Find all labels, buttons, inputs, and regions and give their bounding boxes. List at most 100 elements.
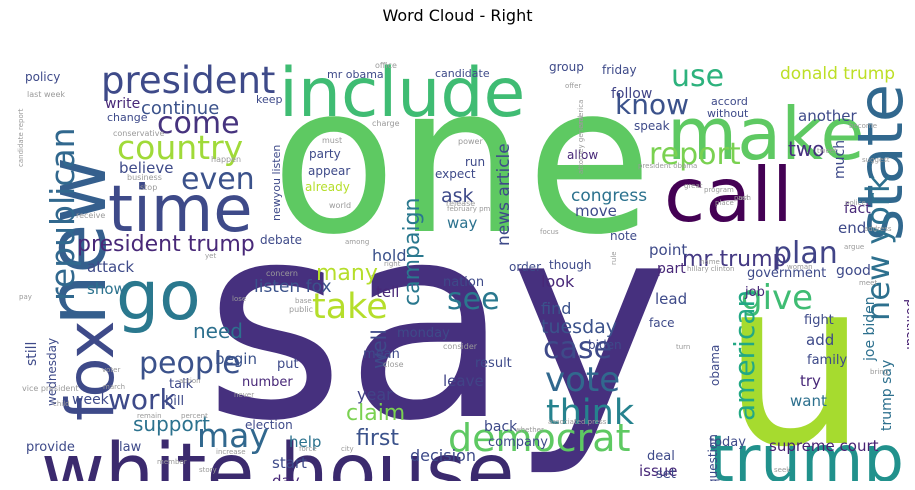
word-associated-press: associated press — [548, 418, 607, 426]
word-receive: receive — [76, 211, 105, 220]
word-candidate: candidate — [435, 67, 490, 80]
word-law: law — [119, 440, 142, 455]
word-lose: lose — [232, 295, 246, 303]
word-new-york: new york — [859, 174, 897, 321]
word-see: see — [447, 282, 500, 317]
word-force: force — [299, 445, 317, 453]
word-trump: trump — [709, 423, 904, 481]
word-mr-obama: mr obama — [327, 68, 384, 81]
word-power: power — [458, 137, 483, 146]
word-take: take — [312, 287, 388, 327]
word-president-obama: president obama — [638, 162, 697, 170]
word-march: march — [103, 383, 125, 391]
word-trump-say: trump say — [879, 360, 895, 431]
word-call: call — [664, 151, 793, 239]
word-supreme-court: supreme court — [769, 437, 879, 455]
word-release: release — [446, 199, 475, 208]
word-yet: yet — [205, 252, 216, 260]
word-think: think — [546, 393, 635, 433]
word-help: help — [289, 433, 321, 451]
word-provide: provide — [26, 440, 75, 455]
chart-title: Word Cloud - Right — [382, 6, 533, 25]
word-city: city — [341, 445, 354, 453]
word-talk: talk — [169, 377, 194, 392]
word-america: america — [577, 100, 585, 128]
word-first: first — [356, 426, 399, 451]
word-close: close — [383, 360, 404, 369]
word-child: child — [53, 400, 70, 408]
word-though: though — [549, 258, 591, 272]
word-listen-fox: listen fox — [254, 277, 332, 297]
word-state: state — [844, 84, 909, 241]
word-add: add — [806, 331, 834, 349]
word-even: even — [181, 162, 255, 197]
word-debate: debate — [260, 233, 302, 247]
word-part: part — [657, 261, 686, 277]
word-political: political — [903, 299, 909, 350]
word-year: year — [357, 385, 393, 404]
word-another: another — [798, 107, 857, 125]
word-woman: woman — [787, 263, 813, 271]
word-pay: pay — [19, 293, 32, 301]
word-business: business — [127, 173, 162, 182]
word-run: run — [465, 155, 485, 169]
word-offer: offer — [565, 82, 581, 90]
word-note: note — [610, 229, 637, 243]
word-place: place — [715, 199, 734, 207]
word-way: way — [447, 214, 477, 232]
word-tuesday: tuesday — [541, 316, 617, 338]
word-number: number — [242, 375, 293, 390]
word-american: american — [728, 290, 761, 421]
word-rule: rule — [610, 251, 618, 265]
word-must: must — [322, 136, 342, 145]
word-end: end — [838, 219, 866, 237]
word-congress: congress — [571, 186, 647, 206]
word-already: already — [305, 180, 350, 194]
word-believe: believe — [119, 159, 173, 177]
word-percent: percent — [181, 412, 208, 420]
word-two: two — [788, 137, 824, 161]
word-whether: whether — [515, 426, 544, 434]
word-address: address — [864, 225, 892, 233]
word-group: group — [549, 60, 584, 74]
word-want: want — [790, 392, 827, 410]
word-conservative: conservative — [113, 129, 164, 138]
word-white-house: white house — [41, 428, 514, 481]
word-face: face — [649, 316, 675, 330]
word-hold: hold — [372, 246, 407, 265]
word-charge: charge — [372, 119, 400, 128]
word-push: push — [734, 194, 751, 202]
word-family: family — [807, 353, 847, 368]
word-right: right — [384, 260, 401, 268]
word-without: without — [707, 107, 749, 120]
word-much: much — [832, 140, 848, 179]
word-look: look — [541, 272, 575, 291]
word-one: one — [271, 42, 652, 280]
word-week: week — [72, 392, 110, 408]
word-give: give — [741, 278, 813, 318]
word-election: election — [245, 418, 293, 432]
word-wednesday: wednesday — [45, 338, 59, 406]
word-news-article: news article — [494, 143, 514, 246]
word-good: good — [836, 263, 871, 279]
word-focus: focus — [540, 228, 559, 236]
word-member: member — [157, 458, 187, 466]
word-expect: expect — [435, 167, 476, 181]
word-claim: claim — [346, 401, 405, 426]
word-job: job — [744, 285, 765, 300]
word-time: time — [108, 173, 253, 247]
word-ask: ask — [441, 185, 474, 207]
word-monday: monday — [397, 326, 450, 341]
word-report: report — [649, 137, 741, 172]
word-allow: allow — [567, 148, 598, 162]
word-turn: turn — [676, 343, 690, 351]
word-story: story — [199, 466, 217, 474]
word-follow: follow — [611, 86, 652, 102]
word-meet: meet — [859, 279, 877, 287]
word-new: new — [30, 157, 125, 327]
word-fact: fact — [844, 201, 871, 217]
word-day: day — [272, 472, 300, 481]
word-need: need — [193, 319, 243, 343]
word-suggest: suggest — [862, 156, 890, 164]
